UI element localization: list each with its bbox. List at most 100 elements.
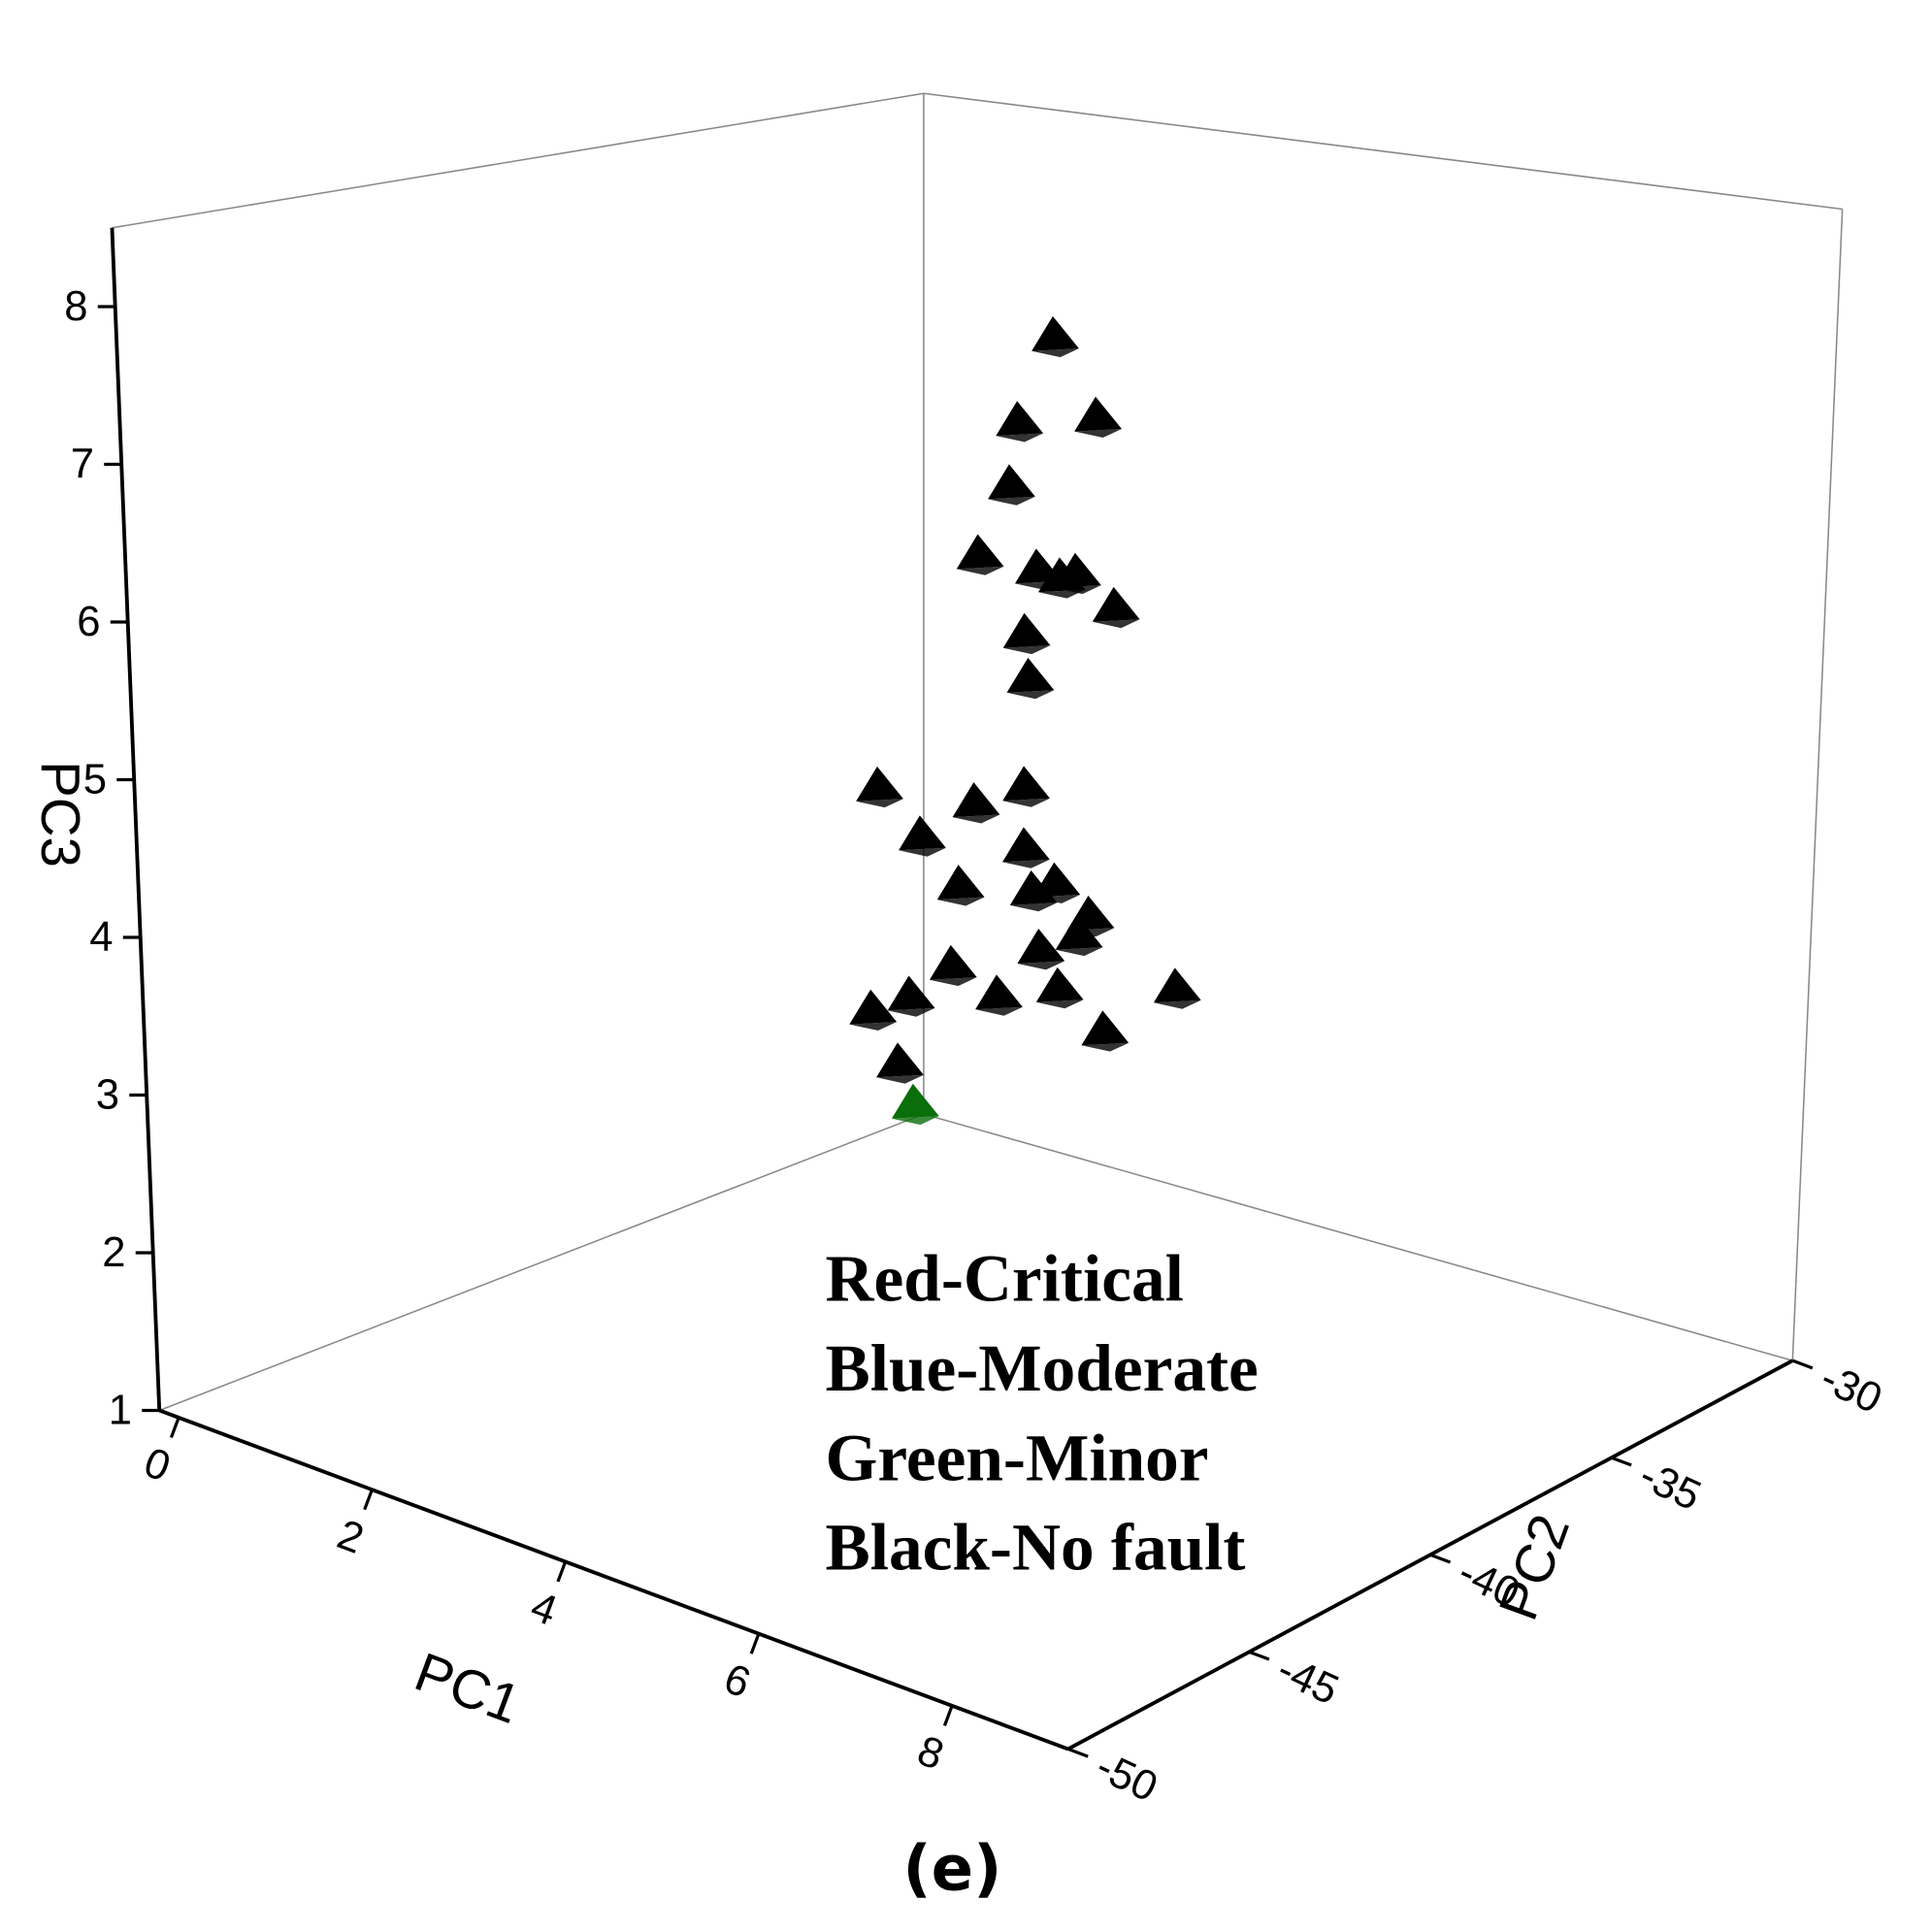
point-face — [887, 975, 935, 1011]
point-face — [1055, 914, 1103, 950]
point-face — [891, 1083, 939, 1119]
point-face — [1074, 396, 1122, 432]
point-face — [1153, 967, 1201, 1003]
point-face — [1054, 552, 1101, 588]
point — [1153, 967, 1201, 1009]
point-side — [876, 1074, 924, 1084]
point-side — [1002, 798, 1050, 807]
x-tick-label: 0 — [138, 1439, 176, 1490]
point — [996, 401, 1044, 442]
point-side — [856, 799, 903, 808]
y-tick — [1248, 1650, 1270, 1661]
point-face — [1017, 929, 1065, 964]
marks — [849, 315, 1201, 1126]
x-axis — [158, 1408, 1069, 1752]
point-face — [1031, 315, 1079, 351]
point-side — [1002, 645, 1051, 655]
y-axis-title: PC2 — [1487, 1507, 1581, 1628]
point-face — [849, 989, 898, 1025]
point-side — [1074, 429, 1122, 439]
y-tick — [1067, 1747, 1089, 1758]
point-face — [929, 944, 977, 980]
point-face — [1006, 657, 1055, 693]
point — [975, 974, 1023, 1016]
y-tick-label: -50 — [1089, 1743, 1163, 1811]
point-side — [952, 814, 1000, 824]
point — [849, 989, 898, 1031]
point-side — [849, 1022, 898, 1031]
point — [1074, 396, 1122, 439]
point — [1002, 766, 1050, 807]
y-tick-label: -35 — [1632, 1452, 1707, 1520]
point — [1002, 612, 1051, 655]
point-side — [891, 1116, 939, 1126]
point — [891, 1083, 939, 1126]
point — [952, 782, 1000, 824]
point-side — [1055, 947, 1103, 957]
x-tick-label: 4 — [525, 1584, 563, 1635]
frame-edge — [923, 92, 1843, 211]
point — [1081, 1010, 1130, 1052]
point-face — [936, 865, 985, 901]
z-tick-label: 6 — [77, 599, 100, 645]
z-axis — [110, 227, 162, 1411]
annotation: Green-Minor — [826, 1420, 1209, 1494]
x-tick-label: 8 — [911, 1727, 949, 1779]
point — [1055, 914, 1103, 957]
z-tick-label: 4 — [89, 914, 113, 961]
point — [956, 534, 1004, 575]
point-side — [1092, 619, 1140, 629]
x-tick-label: 6 — [718, 1655, 756, 1707]
point-face — [1092, 586, 1140, 622]
point-side — [1017, 961, 1065, 970]
frame-edge — [158, 1113, 925, 1412]
x-tick — [169, 1417, 180, 1438]
point — [936, 865, 985, 906]
frame-edge — [923, 1113, 1793, 1361]
frame-edge — [112, 92, 925, 229]
y-tick-label: -45 — [1270, 1646, 1345, 1714]
z-axis-title: PC3 — [30, 761, 91, 868]
point-face — [899, 815, 946, 851]
annotation: Blue-Moderate — [826, 1330, 1259, 1405]
point-face — [1002, 612, 1051, 648]
point — [1002, 827, 1050, 868]
z-tick-label: 3 — [96, 1072, 119, 1119]
annotations: Red-Critical Blue-Moderate Green-Minor Blac… — [826, 1241, 1259, 1585]
axes-box — [112, 92, 1844, 1412]
point-side — [929, 977, 977, 987]
point-side — [1031, 348, 1079, 358]
point-side — [899, 847, 946, 857]
point-side — [956, 566, 1004, 575]
point-face — [1002, 827, 1050, 863]
point-face — [952, 782, 1000, 818]
frame-edge — [1791, 209, 1844, 1361]
point-face — [975, 974, 1023, 1010]
z-tick-label: 7 — [71, 442, 94, 488]
annotation: Red-Critical — [826, 1241, 1184, 1316]
y-tick — [1791, 1359, 1814, 1370]
annotation: Black-No fault — [826, 1510, 1246, 1585]
point — [1017, 929, 1065, 970]
point-face — [956, 534, 1004, 570]
point — [929, 944, 977, 987]
point-side — [1035, 999, 1084, 1009]
point-face — [1002, 766, 1050, 802]
z-tick-label: 1 — [109, 1388, 132, 1434]
point — [1006, 657, 1055, 700]
point — [1035, 966, 1084, 1009]
point-face — [1035, 966, 1084, 1002]
z-tick-label: 5 — [83, 757, 107, 803]
point-side — [1054, 585, 1101, 595]
point-side — [988, 496, 1035, 506]
point-side — [887, 1007, 935, 1017]
x-tick — [556, 1560, 568, 1583]
point-face — [1009, 869, 1058, 905]
point — [887, 975, 935, 1017]
point-face — [1081, 1010, 1130, 1046]
caption: (e) — [902, 1832, 1001, 1905]
point — [1054, 552, 1101, 595]
point-side — [1153, 999, 1201, 1009]
